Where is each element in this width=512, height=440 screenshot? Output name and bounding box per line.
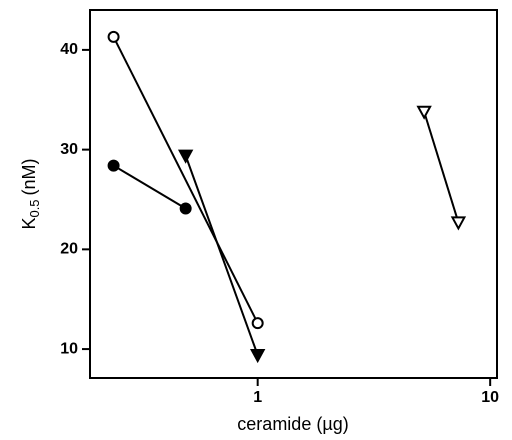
y-axis-label: K0.5 (nM) — [19, 158, 43, 229]
x-axis-label: ceramide (µg) — [237, 414, 348, 434]
y-tick-label: 10 — [60, 340, 78, 357]
series-line — [184, 155, 259, 356]
point — [107, 30, 120, 43]
point — [251, 317, 264, 330]
point — [416, 105, 432, 120]
series-line — [112, 36, 259, 324]
y-label-sub: 0.5 — [27, 199, 42, 217]
y-tick-label: 20 — [60, 241, 78, 258]
point — [179, 202, 192, 215]
series-line — [423, 111, 460, 223]
point — [249, 349, 266, 364]
point — [177, 149, 194, 164]
x-tick-label: 10 — [481, 389, 499, 406]
point — [107, 159, 120, 172]
y-label-main: K — [19, 218, 39, 230]
plot-frame — [89, 9, 498, 379]
y-tick-label: 40 — [60, 41, 78, 58]
x-tick-label: 1 — [253, 389, 262, 406]
y-label-unit: (nM) — [19, 158, 39, 195]
series-line — [113, 164, 187, 210]
point — [450, 216, 467, 231]
y-tick-label: 30 — [60, 141, 78, 158]
